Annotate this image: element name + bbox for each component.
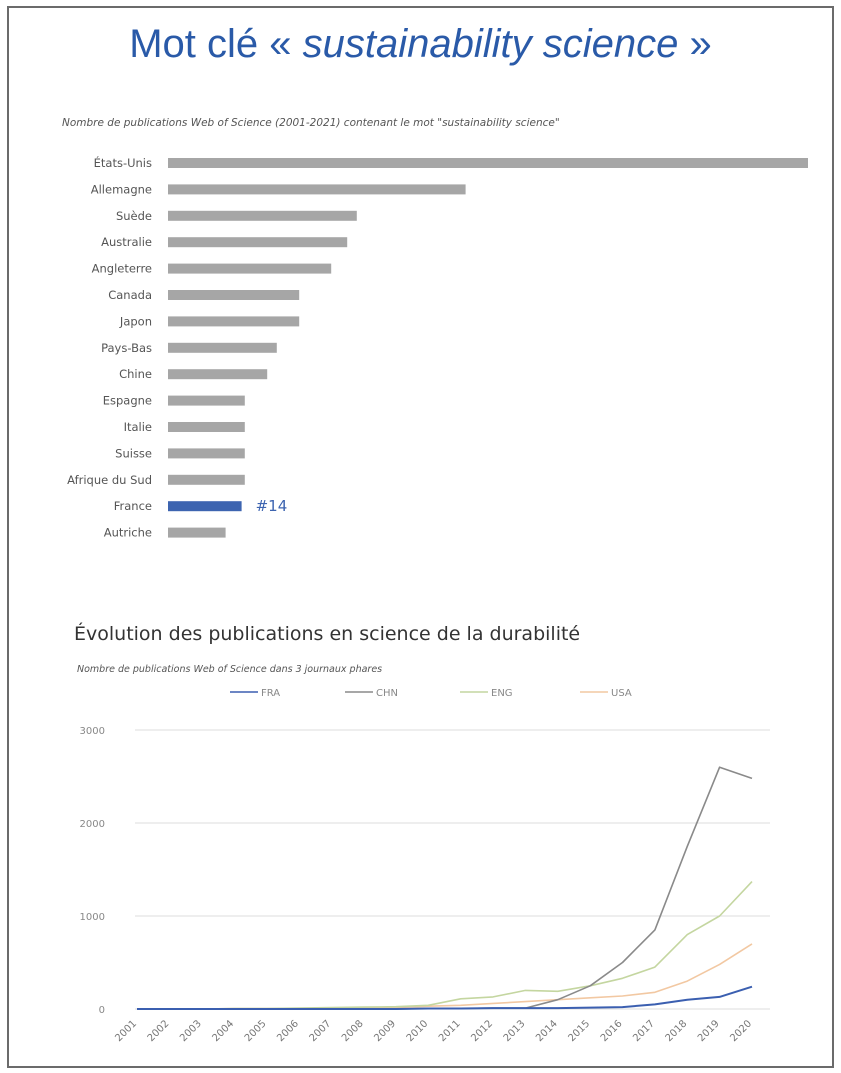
x-tick-label: 2012 — [469, 1018, 495, 1044]
x-tick-label: 2003 — [178, 1018, 204, 1044]
series-line-fra — [137, 985, 753, 1010]
bar-label: Italie — [124, 420, 152, 434]
x-tick-label: 2013 — [502, 1018, 528, 1044]
y-tick-label: 3000 — [80, 726, 105, 737]
x-tick-label: 2008 — [340, 1018, 366, 1044]
bar-label: Afrique du Sud — [67, 473, 152, 487]
slide-title: Mot clé « sustainability science » — [0, 22, 841, 67]
title-suffix: » — [678, 22, 712, 66]
bar — [168, 369, 268, 380]
legend-label: ENG — [491, 688, 513, 699]
legend-label: CHN — [376, 688, 398, 699]
bar-label: États-Unis — [94, 155, 152, 170]
legend-label: FRA — [261, 688, 280, 699]
x-tick-label: 2014 — [534, 1018, 560, 1044]
bar — [168, 184, 466, 195]
line-chart-title: Évolution des publications en science de… — [74, 623, 581, 645]
line-chart-subtitle: Nombre de publications Web of Science da… — [77, 664, 383, 675]
series-line-chn — [137, 766, 753, 1010]
x-tick-label: 2005 — [243, 1018, 269, 1044]
x-tick-label: 2016 — [599, 1018, 625, 1044]
y-tick-label: 2000 — [80, 819, 105, 830]
y-tick-label: 1000 — [80, 912, 105, 923]
x-tick-label: 2010 — [405, 1018, 431, 1044]
rank-annotation: #14 — [256, 497, 288, 515]
bar — [168, 527, 226, 538]
bar — [168, 316, 300, 327]
slide-frame — [7, 6, 834, 1068]
bar — [168, 422, 245, 432]
x-tick-label: 2018 — [664, 1018, 690, 1044]
bar-label: Australie — [101, 235, 152, 249]
bar — [168, 290, 300, 300]
x-tick-label: 2007 — [308, 1018, 334, 1044]
x-tick-label: 2002 — [146, 1018, 172, 1044]
y-tick-label: 0 — [99, 1005, 105, 1016]
x-tick-label: 2009 — [372, 1018, 398, 1044]
bar-label: Suisse — [115, 446, 152, 460]
bar — [168, 395, 245, 406]
publications-line-chart: 0 1000 2000 3000 2001 2002 2003 2004 2005 2006 200… — [80, 688, 770, 1044]
legend-label: USA — [611, 688, 632, 699]
bar — [168, 342, 277, 353]
bar-chart-title: Nombre de publications Web of Science (2… — [62, 117, 560, 129]
x-tick-label: 2011 — [437, 1018, 463, 1044]
bar-label: Espagne — [103, 394, 152, 408]
series-line-usa — [137, 943, 753, 1010]
bar — [168, 448, 245, 459]
x-tick-label: 2001 — [113, 1018, 139, 1044]
bar-label: Suède — [116, 209, 152, 223]
x-tick-label: 2004 — [210, 1018, 236, 1044]
bar-label: Autriche — [104, 526, 152, 540]
bar-label: France — [114, 499, 152, 513]
x-tick-label: 2006 — [275, 1018, 301, 1044]
x-tick-label: 2017 — [631, 1018, 657, 1044]
bar — [168, 501, 242, 512]
x-tick-label: 2015 — [567, 1018, 593, 1044]
bar — [168, 474, 245, 485]
bar — [168, 263, 332, 274]
bar-label: Angleterre — [92, 262, 152, 276]
x-tick-label: 2019 — [696, 1018, 722, 1044]
bar-label: Canada — [108, 288, 152, 302]
bar — [168, 237, 348, 248]
country-bar-chart: États-Unis Allemagne Suède Australie Anglete… — [67, 155, 808, 540]
bar-label: Allemagne — [91, 182, 152, 196]
bar — [168, 210, 357, 221]
bar-label: Pays-Bas — [101, 341, 152, 355]
bar-label: Japon — [119, 314, 152, 328]
title-keyword: sustainability science — [302, 22, 679, 66]
bar-label: Chine — [119, 367, 152, 381]
title-prefix: Mot clé « — [129, 22, 303, 66]
x-tick-label: 2020 — [728, 1018, 754, 1044]
bar — [168, 158, 808, 168]
